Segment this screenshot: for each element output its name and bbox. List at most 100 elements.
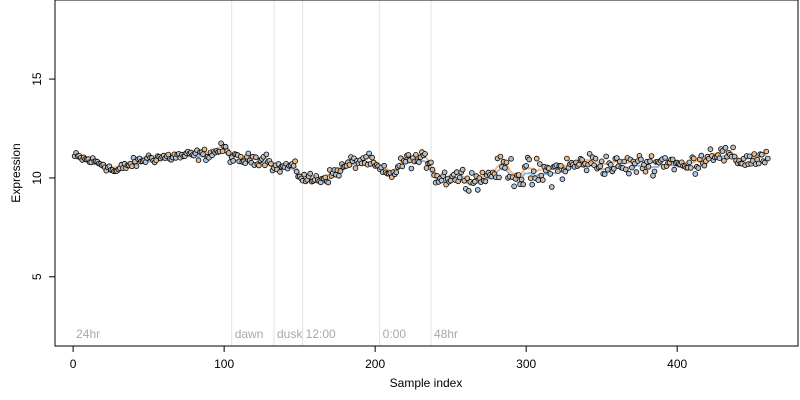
data-point xyxy=(456,174,463,181)
data-point xyxy=(592,155,599,162)
data-point xyxy=(369,154,375,161)
data-point xyxy=(604,167,611,173)
data-point xyxy=(763,148,770,155)
y-axis-label: Expression xyxy=(9,143,23,202)
data-point xyxy=(262,162,268,169)
data-point xyxy=(758,151,765,158)
data-point xyxy=(422,151,428,157)
data-point xyxy=(381,162,388,169)
data-point xyxy=(526,156,532,163)
data-point xyxy=(393,169,400,176)
data-point xyxy=(502,165,508,171)
data-point xyxy=(597,163,603,170)
data-point xyxy=(671,166,677,173)
data-point xyxy=(352,165,359,171)
data-point xyxy=(751,151,757,157)
data-point xyxy=(576,161,582,168)
data-point xyxy=(497,153,504,160)
data-point xyxy=(562,168,569,175)
data-point xyxy=(538,172,545,179)
data-point xyxy=(366,150,372,157)
data-point xyxy=(405,152,412,158)
data-point xyxy=(230,158,237,164)
data-point xyxy=(586,151,593,157)
y-tick-label: 10 xyxy=(30,171,44,185)
data-point xyxy=(638,156,644,163)
data-point xyxy=(545,165,552,172)
data-point xyxy=(263,151,270,158)
data-point xyxy=(307,170,314,177)
data-point xyxy=(459,166,466,173)
data-point xyxy=(690,155,697,162)
data-point xyxy=(515,172,522,178)
data-point xyxy=(301,171,308,178)
data-point xyxy=(503,159,510,166)
data-point xyxy=(642,168,649,175)
data-point xyxy=(687,165,694,171)
data-point xyxy=(346,162,353,168)
data-point xyxy=(465,188,472,194)
data-point xyxy=(416,159,422,165)
data-point xyxy=(482,178,489,185)
data-point xyxy=(648,153,655,159)
data-point xyxy=(761,159,768,166)
data-point xyxy=(692,171,699,177)
data-point xyxy=(559,176,566,183)
data-point xyxy=(716,155,723,162)
data-point xyxy=(290,163,297,169)
data-point xyxy=(721,158,727,164)
data-point xyxy=(423,165,430,171)
data-point xyxy=(336,173,342,179)
phase-label-3: 12:00 xyxy=(306,327,336,341)
data-point xyxy=(626,170,632,177)
phase-label-2: dusk xyxy=(277,327,303,341)
data-point xyxy=(399,163,406,170)
data-point xyxy=(764,155,771,162)
data-point xyxy=(325,179,332,186)
data-point xyxy=(527,175,534,182)
phase-label-0: 24hr xyxy=(76,327,100,341)
data-point xyxy=(268,161,274,167)
data-point xyxy=(722,144,729,151)
y-axis: 5 10 15 xyxy=(30,72,56,280)
x-tick-label: 0 xyxy=(70,357,77,371)
data-point xyxy=(583,167,590,174)
data-point xyxy=(129,163,135,170)
data-point xyxy=(195,157,202,164)
data-point xyxy=(607,162,614,168)
data-point xyxy=(242,160,249,167)
data-point xyxy=(755,160,762,167)
y-tick-label: 15 xyxy=(30,72,44,86)
data-point xyxy=(669,156,676,163)
data-point xyxy=(428,159,434,166)
data-point xyxy=(701,162,708,169)
data-point xyxy=(277,169,283,175)
data-point xyxy=(453,169,460,175)
data-point xyxy=(441,169,448,176)
data-point xyxy=(529,181,535,188)
data-point xyxy=(219,148,226,155)
x-axis-label: Sample index xyxy=(390,376,463,390)
data-point xyxy=(564,155,570,162)
data-point xyxy=(598,158,605,165)
phase-label-1: dawn xyxy=(235,327,264,341)
phase-label-5: 48hr xyxy=(434,327,458,341)
data-point xyxy=(225,150,232,156)
data-point xyxy=(293,168,300,175)
data-point xyxy=(647,158,653,165)
data-point xyxy=(746,153,753,160)
y-tick-label: 5 xyxy=(30,273,44,280)
data-point xyxy=(474,187,481,193)
data-point xyxy=(471,178,478,185)
data-point xyxy=(133,163,140,169)
data-point xyxy=(292,158,298,165)
x-tick-label: 400 xyxy=(667,357,687,371)
phase-label-4: 0:00 xyxy=(383,327,407,341)
data-point xyxy=(686,159,693,166)
data-point xyxy=(579,157,585,163)
data-point xyxy=(256,162,262,169)
phase-labels: 24hr dawn dusk 12:00 0:00 48hr xyxy=(76,327,458,341)
data-point xyxy=(629,164,635,171)
data-point xyxy=(548,184,555,190)
